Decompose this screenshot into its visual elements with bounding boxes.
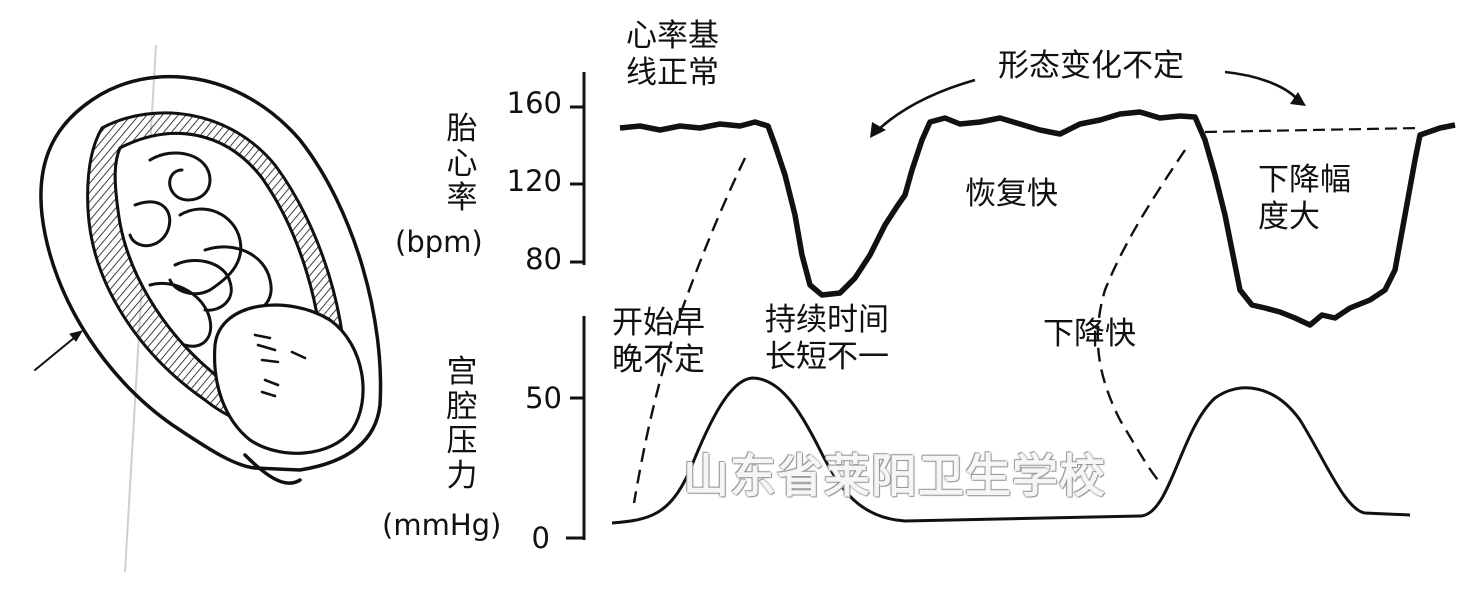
uterine-label-char: 腔 [446, 388, 478, 425]
annotation-line: 长短不一 [765, 339, 889, 376]
dashed-onset-line-right [1096, 149, 1186, 481]
fhr-tick-80: 80 [525, 242, 562, 276]
annotation-onset-variable: 开始早 晚不定 [612, 305, 705, 379]
uterine-label-char: 压 [446, 423, 478, 460]
uterine-axis-label: 宫 腔 压 力 [442, 355, 482, 494]
uterine-label-char: 力 [446, 458, 478, 495]
annotation-line: 心率基 [626, 18, 719, 54]
cervix [243, 453, 302, 485]
annotation-line: 线正常 [626, 55, 719, 92]
fhr-label-char: 心 [446, 145, 478, 182]
annotation-baseline-normal: 心率基 线正常 [626, 18, 719, 92]
uterine-tick-0: 0 [531, 521, 550, 555]
uterus-outer-wall [39, 74, 383, 472]
uterine-pressure-trace [611, 376, 1411, 525]
fhr-label-char: 率 [446, 180, 478, 217]
annotation-drop-large: 下降幅 度大 [1258, 162, 1351, 236]
annotation-shape-variable: 形态变化不定 [998, 48, 1184, 84]
annotation-drop-fast: 下降快 [1043, 316, 1136, 352]
fhr-axis-label: 胎 心 率 [442, 112, 482, 216]
fetus-illustration [34, 74, 383, 485]
fhr-axis [570, 72, 586, 265]
uterine-label-char: 宫 [446, 354, 478, 390]
uterine-axis [566, 316, 586, 540]
pointer-arrow-line [34, 332, 81, 371]
dashed-onset-line-left [632, 157, 747, 504]
fhr-trace [619, 109, 1456, 328]
fetus-face-marks [253, 333, 307, 398]
uterine-tick-50: 50 [525, 381, 562, 415]
annotation-duration-variable: 持续时间 长短不一 [765, 302, 889, 376]
pointer-arrow-head [69, 330, 83, 342]
baseline-dashed [1204, 126, 1421, 134]
fetus-limbs [128, 151, 273, 348]
curved-arrow-left [877, 78, 976, 131]
watermark: 山东省莱阳卫生学校 [683, 449, 1106, 503]
curved-arrow-right [1224, 70, 1299, 101]
annotation-line: 晚不定 [612, 342, 705, 379]
curved-arrow-right-head [1290, 92, 1306, 106]
fhr-label-char: 胎 [446, 111, 478, 147]
annotation-line: 持续时间 [765, 302, 889, 338]
fetus-head [212, 303, 365, 455]
curved-arrow-left-head [870, 122, 886, 138]
annotation-recovery-fast: 恢复快 [965, 176, 1058, 212]
fhr-axis-unit: (bpm) [395, 225, 483, 259]
fhr-tick-120: 120 [506, 164, 562, 198]
annotation-line: 开始早 [612, 305, 705, 341]
annotation-line: 度大 [1258, 199, 1320, 236]
annotation-line: 下降幅 [1258, 162, 1351, 198]
fhr-tick-160: 160 [506, 86, 562, 120]
uterine-axis-unit: (mmHg) [382, 508, 502, 542]
